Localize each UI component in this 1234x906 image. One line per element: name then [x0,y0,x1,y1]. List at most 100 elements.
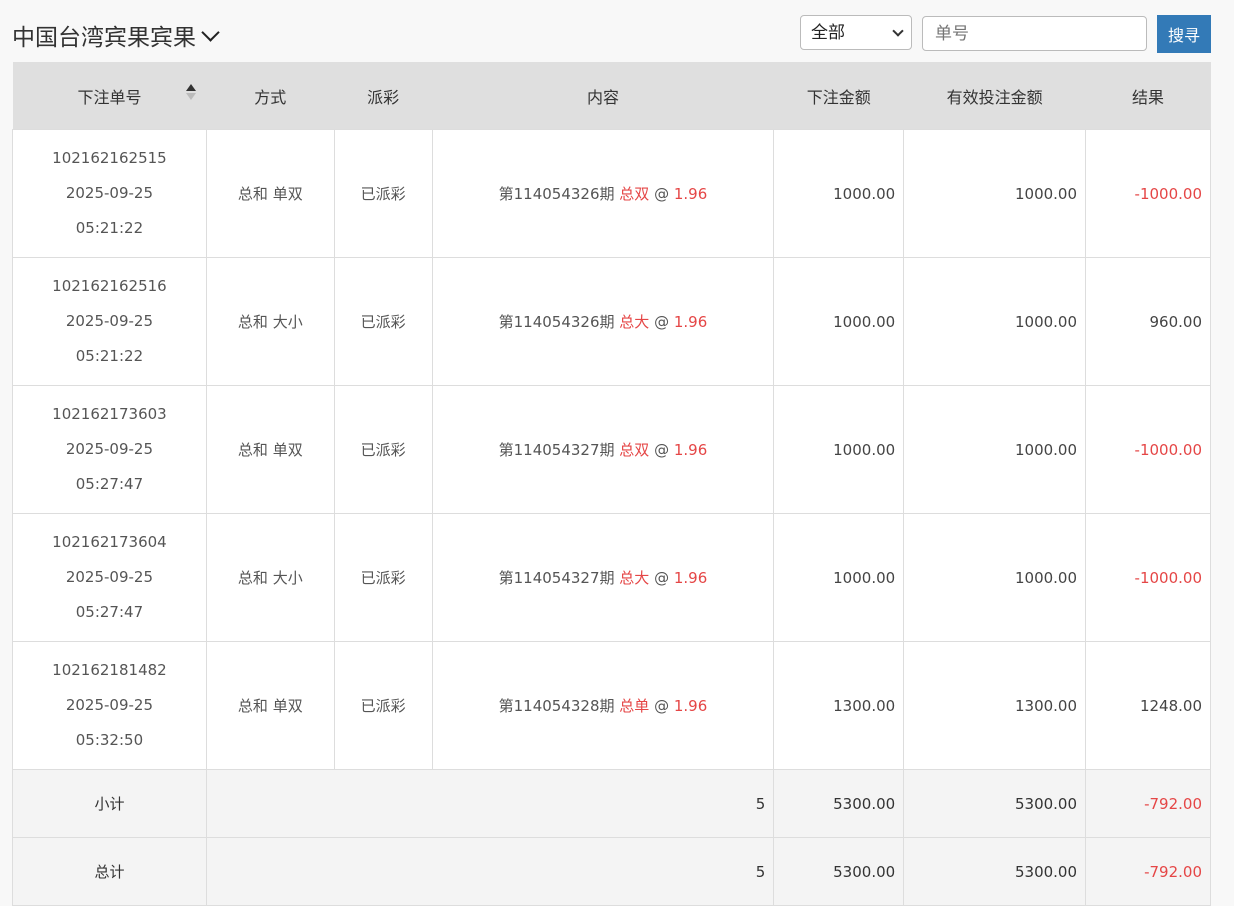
summary-valid-amount: 5300.00 [903,769,1087,838]
order-date: 2025-09-25 [65,184,154,202]
amount-cell: 1000.00 [773,129,905,258]
chevron-down-icon [201,23,220,42]
content-cell: 第114054328期 总单 @ 1.96 [431,641,775,770]
period: 第114054326期 [498,185,615,203]
order-time: 05:32:50 [75,731,144,749]
at-sign: @ [654,697,670,715]
order-cell: 102162173603 2025-09-25 05:27:47 [12,385,207,514]
at-sign: @ [654,569,670,587]
payout-cell: 已派彩 [333,513,433,642]
order-cell: 102162162516 2025-09-25 05:21:22 [12,257,207,386]
column-header-amount: 下注金额 [773,62,904,130]
content-cell: 第114054327期 总大 @ 1.96 [431,513,775,642]
bet-table: 下注单号 方式 派彩 内容 下注金额 有效投注金额 结果 10216216251… [12,62,1211,906]
toolbar: 中国台湾宾果宾果 全部 搜寻 [12,14,1211,54]
order-time: 05:21:22 [75,219,144,237]
search-button[interactable]: 搜寻 [1157,15,1211,53]
order-number: 102162162516 [52,277,167,295]
order-number-input[interactable] [922,16,1147,51]
valid-amount-cell: 1300.00 [903,641,1087,770]
period: 第114054327期 [498,569,615,587]
order-date: 2025-09-25 [65,696,154,714]
summary-label: 小计 [12,769,207,838]
order-time: 05:27:47 [75,603,144,621]
odds: 1.96 [673,441,708,459]
order-date: 2025-09-25 [65,568,154,586]
column-header-content: 内容 [432,62,774,130]
column-header-result: 结果 [1085,62,1211,130]
order-date: 2025-09-25 [65,312,154,330]
sort-icon[interactable] [186,84,197,100]
summary-amount: 5300.00 [773,837,905,906]
pick: 总大 [619,569,650,587]
column-header-valid-amount: 有效投注金额 [903,62,1086,130]
valid-amount-cell: 1000.00 [903,513,1087,642]
payout-cell: 已派彩 [333,641,433,770]
odds: 1.96 [673,185,708,203]
payout-cell: 已派彩 [333,129,433,258]
summary-row: 总计 5 5300.00 5300.00 -792.00 [12,837,1211,906]
result-cell: -1000.00 [1085,385,1211,514]
period: 第114054328期 [498,697,615,715]
column-header-method: 方式 [206,62,335,130]
table-row: 102162181482 2025-09-25 05:32:50 总和 单双 已派彩… [12,641,1211,770]
summary-amount: 5300.00 [773,769,905,838]
method-cell: 总和 单双 [205,385,335,514]
filter-value: 全部 [811,23,845,43]
content-cell: 第114054327期 总双 @ 1.96 [431,385,775,514]
amount-cell: 1300.00 [773,641,905,770]
order-time: 05:27:47 [75,475,144,493]
order-time: 05:21:22 [75,347,144,365]
method-cell: 总和 大小 [205,257,335,386]
at-sign: @ [654,441,670,459]
at-sign: @ [654,185,670,203]
table-row: 102162162516 2025-09-25 05:21:22 总和 大小 已派彩… [12,257,1211,386]
result-cell: 960.00 [1085,257,1211,386]
table-header: 下注单号 方式 派彩 内容 下注金额 有效投注金额 结果 [12,62,1211,130]
pick: 总双 [619,185,650,203]
summary-count: 5 [205,769,775,838]
odds: 1.96 [673,697,708,715]
order-number: 102162173603 [52,405,167,423]
method-cell: 总和 大小 [205,513,335,642]
header-label: 下注单号 [77,87,142,107]
payout-cell: 已派彩 [333,257,433,386]
table-row: 102162173603 2025-09-25 05:27:47 总和 单双 已派彩… [12,385,1211,514]
summary-label: 总计 [12,837,207,906]
odds: 1.96 [673,313,708,331]
pick: 总双 [619,441,650,459]
pick: 总大 [619,313,650,331]
result-cell: -1000.00 [1085,513,1211,642]
result-cell: 1248.00 [1085,641,1211,770]
content-cell: 第114054326期 总双 @ 1.96 [431,129,775,258]
column-header-payout: 派彩 [334,62,433,130]
status-filter-select[interactable]: 全部 [800,15,912,50]
game-selector[interactable]: 中国台湾宾果宾果 [12,18,220,52]
summary-row: 小计 5 5300.00 5300.00 -792.00 [12,769,1211,838]
result-cell: -1000.00 [1085,129,1211,258]
order-date: 2025-09-25 [65,440,154,458]
content-cell: 第114054326期 总大 @ 1.96 [431,257,775,386]
amount-cell: 1000.00 [773,257,905,386]
column-header-order-number[interactable]: 下注单号 [12,62,207,130]
amount-cell: 1000.00 [773,513,905,642]
odds: 1.96 [673,569,708,587]
summary-count: 5 [205,837,775,906]
summary-result: -792.00 [1085,769,1211,838]
summary-valid-amount: 5300.00 [903,837,1087,906]
method-cell: 总和 单双 [205,129,335,258]
table-row: 102162162515 2025-09-25 05:21:22 总和 单双 已派彩… [12,129,1211,258]
method-cell: 总和 单双 [205,641,335,770]
page-title: 中国台湾宾果宾果 [12,25,196,51]
valid-amount-cell: 1000.00 [903,257,1087,386]
payout-cell: 已派彩 [333,385,433,514]
order-cell: 102162162515 2025-09-25 05:21:22 [12,129,207,258]
order-cell: 102162173604 2025-09-25 05:27:47 [12,513,207,642]
summary-result: -792.00 [1085,837,1211,906]
period: 第114054327期 [498,441,615,459]
period: 第114054326期 [498,313,615,331]
order-number: 102162162515 [52,149,167,167]
valid-amount-cell: 1000.00 [903,129,1087,258]
at-sign: @ [654,313,670,331]
order-number: 102162181482 [52,661,167,679]
